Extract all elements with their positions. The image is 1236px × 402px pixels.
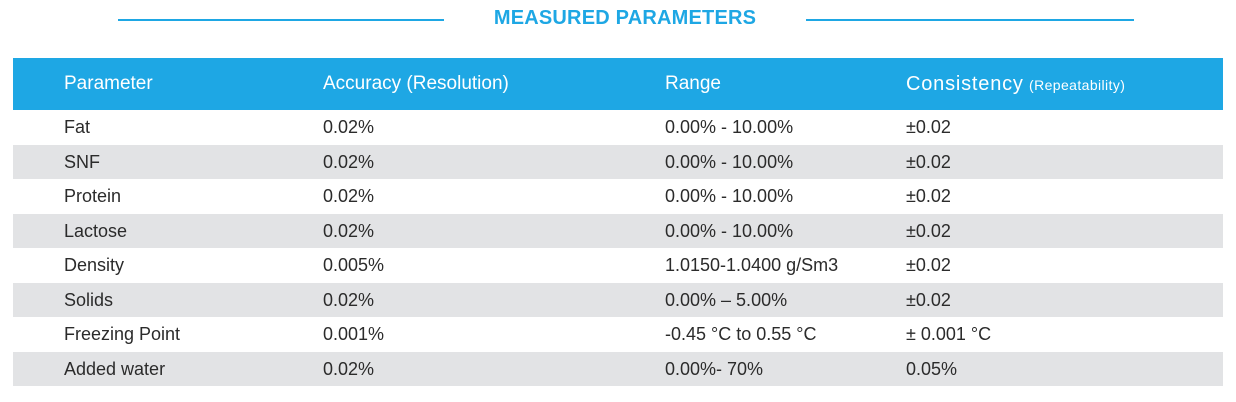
cell-accuracy: 0.02% <box>323 220 375 241</box>
cell-range: 0.00% - 10.00% <box>665 151 794 172</box>
cell-range: -0.45 °C to 0.55 °C <box>665 324 817 344</box>
cell-parameter: Protein <box>64 186 122 206</box>
cell-range: 0.00% - 10.00% <box>665 117 794 137</box>
cell-parameter: Solids <box>64 289 114 310</box>
table-row: Lactose 0.02% 0.00% - 10.00% ±0.02 <box>13 213 1223 248</box>
cell-parameter: SNF <box>64 151 100 172</box>
table-header: Parameter Accuracy (Resolution) Range Co… <box>13 58 1223 110</box>
parameters-table: Parameter Accuracy (Resolution) Range Co… <box>13 58 1223 386</box>
table-row: SNF 0.02% 0.00% - 10.00% ±0.02 <box>13 144 1223 179</box>
cell-accuracy: 0.001% <box>323 324 385 344</box>
table-row: Freezing Point 0.001% -0.45 °C to 0.55 °C ±… <box>13 317 1223 352</box>
cell-range: 0.00% – 5.00% <box>665 289 788 310</box>
cell-consistency: ±0.02 <box>906 255 951 275</box>
cell-parameter: Freezing Point <box>64 324 181 344</box>
header-range: Range <box>665 73 721 94</box>
cell-range: 0.00% - 10.00% <box>665 220 794 241</box>
header-accuracy: Accuracy (Resolution) <box>323 73 509 94</box>
header-consistency-sub: (Repeatability) <box>1029 77 1126 93</box>
title-divider-right <box>806 19 1134 21</box>
section-title-row: MEASURED PARAMETERS <box>0 0 1236 42</box>
title-divider-left <box>118 19 444 21</box>
header-parameter: Parameter <box>64 73 153 94</box>
cell-consistency: ±0.02 <box>906 289 951 310</box>
cell-consistency: ±0.02 <box>906 151 951 172</box>
cell-accuracy: 0.02% <box>323 117 375 137</box>
cell-range: 1.0150-1.0400 g/Sm3 <box>665 255 839 275</box>
section-title: MEASURED PARAMETERS <box>493 7 757 29</box>
table-row: Density 0.005% 1.0150-1.0400 g/Sm3 ±0.02 <box>13 248 1223 283</box>
cell-range: 0.00%- 70% <box>665 358 764 379</box>
table-body: Fat 0.02% 0.00% - 10.00% ±0.02 SNF 0.02% 0.00%… <box>13 110 1223 386</box>
cell-parameter: Added water <box>64 358 166 379</box>
cell-range: 0.00% - 10.00% <box>665 186 794 206</box>
cell-accuracy: 0.02% <box>323 358 375 379</box>
header-consistency-label: Consistency <box>906 73 1024 95</box>
table-row: Protein 0.02% 0.00% - 10.00% ±0.02 <box>13 179 1223 214</box>
cell-accuracy: 0.02% <box>323 186 375 206</box>
cell-parameter: Density <box>64 255 125 275</box>
cell-parameter: Fat <box>64 117 91 137</box>
cell-consistency: 0.05% <box>906 358 958 379</box>
header-consistency: Consistency (Repeatability) <box>906 58 1125 110</box>
cell-accuracy: 0.02% <box>323 289 375 310</box>
cell-consistency: ±0.02 <box>906 220 951 241</box>
cell-consistency: ±0.02 <box>906 186 951 206</box>
cell-accuracy: 0.02% <box>323 151 375 172</box>
table-row: Fat 0.02% 0.00% - 10.00% ±0.02 <box>13 110 1223 145</box>
cell-consistency: ±0.02 <box>906 117 951 137</box>
cell-consistency: ± 0.001 °C <box>906 324 992 344</box>
cell-parameter: Lactose <box>64 220 128 241</box>
table-row: Added water 0.02% 0.00%- 70% 0.05% <box>13 351 1223 386</box>
table-row: Solids 0.02% 0.00% – 5.00% ±0.02 <box>13 282 1223 317</box>
cell-accuracy: 0.005% <box>323 255 385 275</box>
